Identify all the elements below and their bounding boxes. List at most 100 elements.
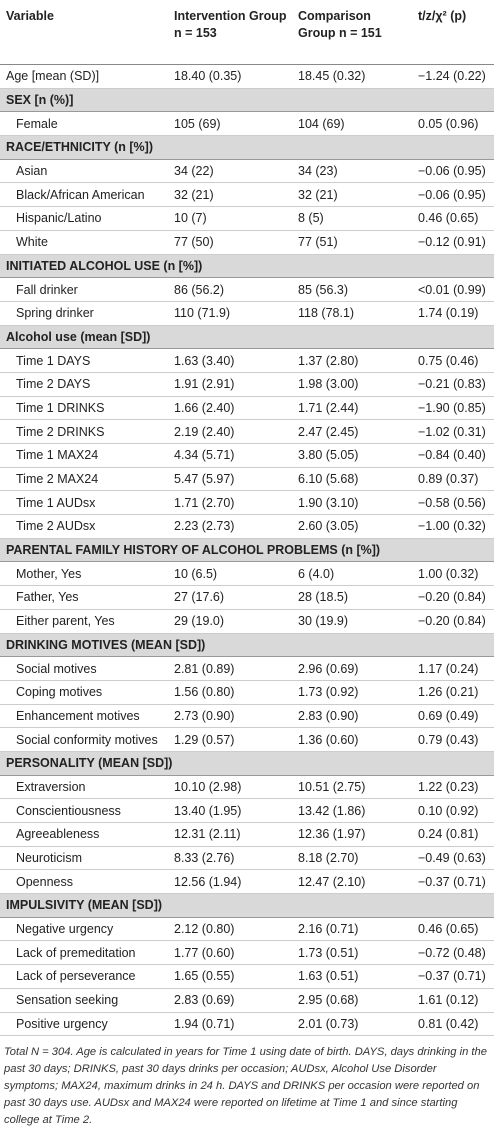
- data-row: Enhancement motives 2.73 (0.90) 2.83 (0.90…: [0, 704, 494, 729]
- section-title: IMPULSIVITY (MEAN [SD]): [0, 893, 494, 918]
- row-label: Age [mean (SD)]: [0, 64, 168, 89]
- row-label: Lack of perseverance: [0, 964, 168, 989]
- cell: 2.96 (0.69): [292, 656, 412, 681]
- cell: 1.00 (0.32): [412, 561, 494, 587]
- cell: 1.29 (0.57): [168, 727, 292, 752]
- row-label: Enhancement motives: [0, 704, 168, 729]
- cell: 2.83 (0.69): [168, 988, 292, 1013]
- cell: −1.02 (0.31): [412, 419, 494, 444]
- cell: 1.17 (0.24): [412, 656, 494, 681]
- cell: 2.83 (0.90): [292, 704, 412, 729]
- data-row: Social conformity motives 1.29 (0.57) 1.36…: [0, 727, 494, 752]
- cell: 8 (5): [292, 206, 412, 231]
- footnote: Total N = 304. Age is calculated in year…: [4, 1046, 487, 1127]
- cell: 18.40 (0.35): [168, 64, 292, 89]
- data-row: Hispanic/Latino 10 (7) 8 (5) 0.46 (0.65): [0, 206, 494, 231]
- row-label: Father, Yes: [0, 585, 168, 610]
- data-row: Time 1 DAYS 1.63 (3.40) 1.37 (2.80) 0.75 (0…: [0, 348, 494, 373]
- cell: 10 (7): [168, 206, 292, 231]
- cell: 13.40 (1.95): [168, 798, 292, 823]
- cell: 0.10 (0.92): [412, 798, 494, 823]
- cell: 1.90 (3.10): [292, 490, 412, 516]
- cell: 1.56 (0.80): [168, 680, 292, 705]
- cell: 1.26 (0.21): [412, 680, 494, 705]
- cell: 0.46 (0.65): [412, 206, 494, 231]
- cell: 4.34 (5.71): [168, 443, 292, 468]
- cell: 10 (6.5): [168, 561, 292, 587]
- row-label: Mother, Yes: [0, 561, 168, 587]
- cell: 0.24 (0.81): [412, 822, 494, 847]
- data-row: Asian 34 (22) 34 (23) −0.06 (0.95): [0, 159, 494, 184]
- data-row: Neuroticism 8.33 (2.76) 8.18 (2.70) −0.49 (…: [0, 846, 494, 871]
- row-label: Time 2 DRINKS: [0, 419, 168, 444]
- cell: −0.06 (0.95): [412, 159, 494, 184]
- data-row: Agreeableness 12.31 (2.11) 12.36 (1.97) 0.2…: [0, 822, 494, 847]
- cell: 1.37 (2.80): [292, 348, 412, 373]
- header-cell: t/z/χ² (p): [412, 0, 494, 65]
- data-row: Time 1 MAX24 4.34 (5.71) 3.80 (5.05) −0.84 …: [0, 443, 494, 468]
- data-table: Variable Intervention Group n = 153 Compar…: [0, 0, 494, 1037]
- section-title: INITIATED ALCOHOL USE (n [%]): [0, 254, 494, 279]
- cell: 2.16 (0.71): [292, 917, 412, 942]
- cell: 1.71 (2.70): [168, 490, 292, 516]
- cell: 0.75 (0.46): [412, 348, 494, 373]
- section-title: SEX [n (%)]: [0, 88, 494, 113]
- row-label: Female: [0, 111, 168, 137]
- cell: 32 (21): [168, 182, 292, 208]
- data-row: Time 1 AUDsx 1.71 (2.70) 1.90 (3.10) −0.58 …: [0, 490, 494, 516]
- cell: 1.98 (3.00): [292, 372, 412, 397]
- row-label: Sensation seeking: [0, 988, 168, 1013]
- cell: 1.74 (0.19): [412, 301, 494, 326]
- header-row: Variable Intervention Group n = 153 Compar…: [0, 0, 494, 65]
- data-row: Time 2 DRINKS 2.19 (2.40) 2.47 (2.45) −1.02…: [0, 419, 494, 444]
- cell: 0.89 (0.37): [412, 467, 494, 492]
- data-row: Mother, Yes 10 (6.5) 6 (4.0) 1.00 (0.32): [0, 561, 494, 587]
- section-row: DRINKING MOTIVES (MEAN [SD]): [0, 633, 494, 658]
- cell: 0.81 (0.42): [412, 1012, 494, 1037]
- cell: 5.47 (5.97): [168, 467, 292, 492]
- cell: 0.79 (0.43): [412, 727, 494, 752]
- row-label: Time 2 AUDsx: [0, 514, 168, 539]
- row-label: Time 1 DAYS: [0, 348, 168, 373]
- row-label: Agreeableness: [0, 822, 168, 847]
- row-label: Spring drinker: [0, 301, 168, 326]
- cell: 1.73 (0.51): [292, 940, 412, 966]
- section-row: SEX [n (%)]: [0, 88, 494, 113]
- cell: 1.77 (0.60): [168, 940, 292, 966]
- row-label: Lack of premeditation: [0, 940, 168, 966]
- cell: 18.45 (0.32): [292, 64, 412, 89]
- header-cell: Comparison Group n = 151: [292, 0, 412, 65]
- row-label: Time 1 MAX24: [0, 443, 168, 468]
- data-row: Openness 12.56 (1.94) 12.47 (2.10) −0.37 (0…: [0, 869, 494, 895]
- cell: 0.69 (0.49): [412, 704, 494, 729]
- cell: −0.20 (0.84): [412, 609, 494, 634]
- data-row: Female 105 (69) 104 (69) 0.05 (0.96): [0, 111, 494, 137]
- cell: 34 (22): [168, 159, 292, 184]
- cell: −0.37 (0.71): [412, 964, 494, 989]
- cell: 1.61 (0.12): [412, 988, 494, 1013]
- row-label: Time 2 MAX24: [0, 467, 168, 492]
- cell: 12.31 (2.11): [168, 822, 292, 847]
- cell: 6 (4.0): [292, 561, 412, 587]
- data-row: Time 2 MAX24 5.47 (5.97) 6.10 (5.68) 0.89 (…: [0, 467, 494, 492]
- section-title: PERSONALITY (MEAN [SD]): [0, 751, 494, 776]
- row-label: Negative urgency: [0, 917, 168, 942]
- data-row: Sensation seeking 2.83 (0.69) 2.95 (0.68) 1…: [0, 988, 494, 1013]
- section-row: IMPULSIVITY (MEAN [SD]): [0, 893, 494, 918]
- cell: <0.01 (0.99): [412, 277, 494, 302]
- cell: 77 (51): [292, 230, 412, 255]
- cell: 118 (78.1): [292, 301, 412, 326]
- cell: 8.18 (2.70): [292, 846, 412, 871]
- cell: −0.84 (0.40): [412, 443, 494, 468]
- row-label: Coping motives: [0, 680, 168, 705]
- cell: 85 (56.3): [292, 277, 412, 302]
- cell: 2.23 (2.73): [168, 514, 292, 539]
- cell: 1.65 (0.55): [168, 964, 292, 989]
- row-label: Hispanic/Latino: [0, 206, 168, 231]
- cell: 1.73 (0.92): [292, 680, 412, 705]
- data-row: Age [mean (SD)] 18.40 (0.35) 18.45 (0.32) −…: [0, 64, 494, 89]
- row-label: Time 1 AUDsx: [0, 490, 168, 516]
- cell: 12.36 (1.97): [292, 822, 412, 847]
- cell: 10.51 (2.75): [292, 775, 412, 800]
- data-row: Lack of premeditation 1.77 (0.60) 1.73 (0.…: [0, 940, 494, 966]
